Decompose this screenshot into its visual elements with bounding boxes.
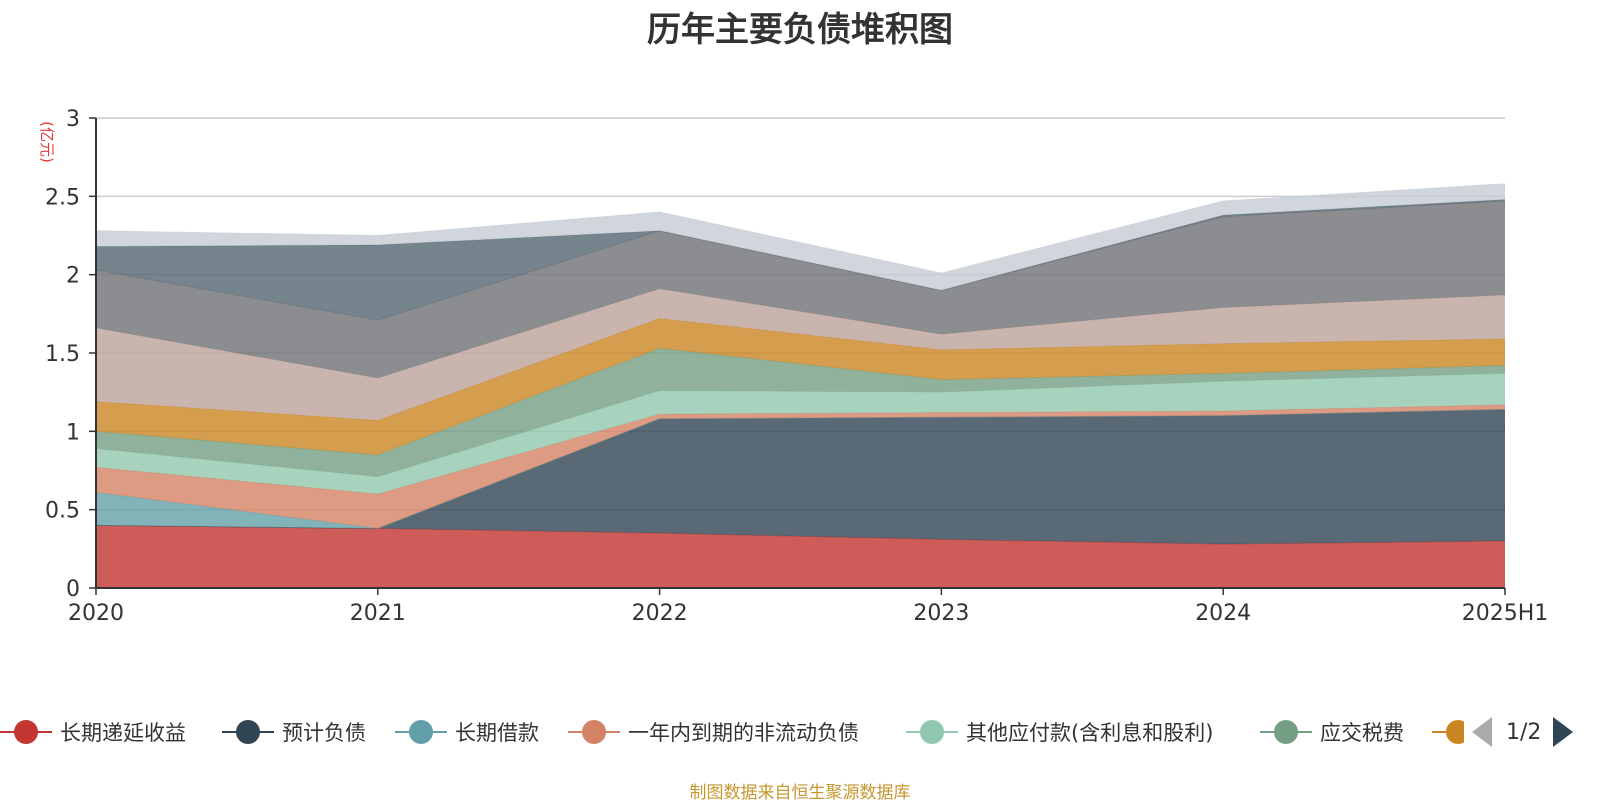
area-series-3[interactable] — [96, 404, 1505, 529]
legend-pager: 1/2 — [1464, 712, 1600, 752]
legend-prev-page-icon[interactable] — [1472, 717, 1492, 747]
series-line-4 — [95, 372, 1506, 478]
y-tick-label: 3 — [66, 107, 80, 132]
legend-marker-icon — [0, 719, 52, 745]
legend: 长期递延收益 预计负债 长期借款 一年内到期的非流动负债 其他应付款(含利息和股利) 应交… — [0, 712, 1600, 752]
y-tick-label: 0 — [66, 577, 80, 602]
legend-marker-icon — [568, 719, 620, 745]
series-line-6 — [95, 318, 1506, 421]
chart-title: 历年主要负债堆积图 — [647, 10, 953, 50]
x-tick-label: 2025H1 — [1462, 601, 1549, 626]
legend-label: 预计负债 — [282, 721, 366, 745]
y-tick-label: 2 — [66, 264, 80, 289]
legend-marker-icon — [1260, 719, 1312, 745]
series-line-10 — [95, 183, 1506, 274]
source-note: 制图数据来自恒生聚源数据库 — [689, 783, 911, 803]
legend-item[interactable]: 长期递延收益 — [0, 712, 186, 752]
y-tick-label: 2.5 — [45, 185, 80, 210]
y-tick-label: 0.5 — [45, 499, 80, 524]
axes: 0 0.5 1 1.5 2 2.5 3 2020 2021 2022 2023 2024 2025H1 — [45, 107, 1548, 626]
x-tick-label: 2022 — [632, 601, 688, 626]
area-series-2[interactable] — [96, 409, 1505, 529]
legend-item[interactable]: 长期借款 — [395, 712, 539, 752]
y-tick-label: 1.5 — [45, 342, 80, 367]
y-tick-label: 1 — [66, 420, 80, 445]
stacked-areas — [95, 183, 1506, 588]
area-series-5[interactable] — [96, 348, 1505, 477]
area-series-8[interactable] — [96, 201, 1505, 379]
y-axis-unit-label: (亿元) — [38, 121, 56, 163]
area-series-10[interactable] — [96, 183, 1505, 291]
legend-marker-icon — [222, 719, 274, 745]
legend-item[interactable]: 其他应付款(含利息和股利) — [906, 712, 1213, 752]
legend-item[interactable]: 应交税费 — [1260, 712, 1404, 752]
legend-marker-icon — [906, 719, 958, 745]
legend-label: 应交税费 — [1320, 721, 1404, 745]
x-tick-label: 2024 — [1195, 601, 1251, 626]
area-series-9[interactable] — [96, 199, 1505, 321]
area-series-0[interactable] — [96, 525, 1505, 588]
legend-label: 长期借款 — [455, 721, 539, 745]
x-tick-label: 2023 — [913, 601, 969, 626]
legend-marker-icon — [395, 719, 447, 745]
legend-item[interactable]: 预计负债 — [222, 712, 366, 752]
series-line-7 — [95, 288, 1506, 379]
legend-label: 长期递延收益 — [60, 721, 186, 745]
legend-item[interactable]: 一年内到期的非流动负债 — [568, 712, 859, 752]
area-series-6[interactable] — [96, 318, 1505, 455]
legend-page-indicator: 1/2 — [1506, 719, 1542, 745]
area-series-7[interactable] — [96, 288, 1505, 421]
legend-label: 其他应付款(含利息和股利) — [966, 721, 1214, 745]
legend-next-page-icon[interactable] — [1553, 717, 1574, 747]
area-series-1[interactable] — [96, 409, 1505, 545]
x-tick-label: 2021 — [350, 601, 406, 626]
area-series-4[interactable] — [96, 373, 1505, 494]
legend-label: 一年内到期的非流动负债 — [628, 721, 859, 745]
x-tick-label: 2020 — [68, 601, 124, 626]
